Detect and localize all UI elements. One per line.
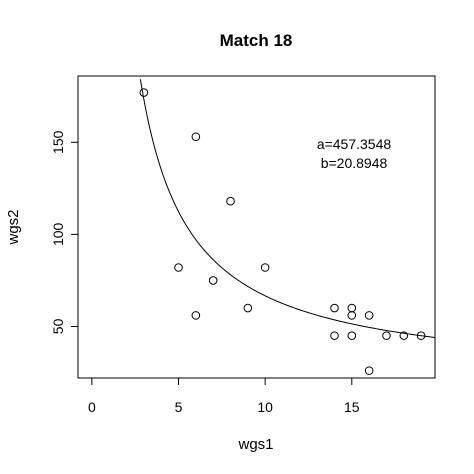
data-point	[330, 303, 339, 313]
x-tick-label: 10	[257, 399, 273, 415]
x-tick-label: 15	[344, 399, 360, 415]
data-points	[139, 88, 426, 375]
data-point	[208, 276, 218, 285]
x-tick-label: 0	[88, 399, 96, 415]
data-point	[139, 88, 149, 97]
plot-frame	[77, 75, 436, 379]
data-point	[364, 311, 374, 320]
y-tick-label: 50	[50, 318, 66, 334]
data-point	[174, 263, 183, 272]
x-axis: 0 5 10 15	[88, 377, 360, 415]
data-point	[382, 331, 391, 340]
data-point	[416, 331, 426, 340]
data-point	[399, 331, 409, 340]
y-axis-label: wgs2	[5, 209, 22, 245]
data-point	[347, 303, 357, 313]
fit-curve	[139, 79, 436, 338]
y-tick-label: 150	[50, 130, 66, 154]
y-axis: 50 100 150	[50, 130, 79, 334]
data-point	[330, 331, 339, 340]
y-tick-label: 100	[50, 222, 66, 246]
data-point	[243, 303, 253, 313]
data-point	[260, 263, 270, 272]
annotation-b: b=20.8948	[321, 155, 388, 171]
data-point	[347, 311, 357, 320]
annotation-a: a=457.3548	[317, 136, 392, 152]
chart-title: Match 18	[220, 31, 293, 50]
data-point	[191, 311, 201, 320]
data-point	[347, 331, 357, 340]
data-point	[364, 366, 374, 375]
x-axis-label: wgs1	[237, 436, 273, 453]
x-tick-label: 5	[175, 399, 183, 415]
data-point	[226, 196, 235, 206]
data-point	[191, 132, 201, 142]
